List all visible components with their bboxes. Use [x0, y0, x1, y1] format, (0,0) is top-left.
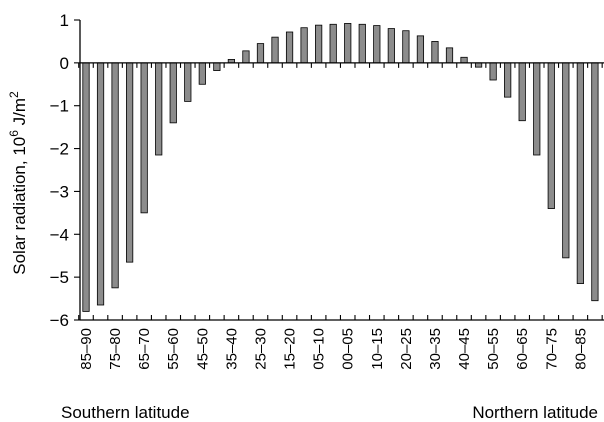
x-category-label: 30–35 — [427, 328, 444, 370]
bar — [518, 62, 526, 122]
bars-group — [82, 23, 599, 312]
x-category-label: 80–85 — [572, 328, 589, 370]
northern-latitude-label: Northern latitude — [472, 403, 598, 422]
bar — [198, 62, 206, 85]
x-tick-labels-group: 85–90 75–80 65–70 55–60 45–50 35–40 25–30 15–20… — [78, 328, 589, 370]
x-category-label: 10–15 — [369, 328, 386, 370]
x-ticks-group — [78, 62, 603, 320]
bar — [256, 43, 265, 64]
y-axis-title-exponent: 6 — [7, 130, 21, 137]
y-tick-label: −4 — [50, 225, 69, 244]
bar — [242, 50, 250, 64]
x-category-label: 05–10 — [311, 328, 328, 370]
y-tick-label: −6 — [50, 311, 69, 330]
bar — [271, 36, 279, 64]
x-category-label: 15–20 — [282, 328, 299, 370]
x-category-label: 60–65 — [514, 328, 531, 370]
x-category-label: 35–40 — [223, 328, 240, 370]
bar — [373, 25, 381, 64]
southern-latitude-label: Southern latitude — [61, 403, 190, 422]
y-ticks-group: 1 0 −1 −2 −3 −4 −5 −6 — [50, 11, 80, 330]
x-category-label: 55–60 — [165, 328, 182, 370]
bar — [111, 62, 119, 289]
x-category-label: 20–25 — [398, 328, 415, 370]
bar — [460, 56, 468, 64]
bar — [358, 23, 366, 64]
y-tick-label: 1 — [60, 11, 69, 30]
bar — [126, 62, 134, 263]
y-axis-title-main: Solar radiation, 10 — [10, 137, 29, 275]
y-axis-title-unit: J/m — [10, 98, 29, 130]
bar — [344, 23, 352, 64]
y-tick-label: −5 — [50, 268, 69, 287]
bar — [402, 30, 410, 64]
y-tick-label: −3 — [50, 182, 69, 201]
bar — [155, 62, 163, 156]
x-category-label: 70–75 — [543, 328, 560, 370]
x-category-label: 00–05 — [340, 328, 357, 370]
bar — [184, 62, 192, 102]
bar — [533, 62, 541, 156]
y-axis-title-unit-exponent: 2 — [7, 91, 21, 98]
bar — [329, 23, 337, 64]
x-category-label: 75–80 — [107, 328, 124, 370]
y-axis-title: Solar radiation, 106 J/m2 — [7, 91, 29, 275]
x-category-label: 50–55 — [485, 328, 502, 370]
bar — [82, 62, 90, 312]
x-category-label: 25–30 — [252, 328, 269, 370]
y-tick-label: 0 — [60, 54, 69, 73]
bar — [562, 62, 570, 259]
x-category-label: 45–50 — [194, 328, 211, 370]
bar — [285, 31, 294, 64]
bar — [591, 62, 599, 302]
bar — [140, 62, 148, 214]
bar — [213, 62, 221, 71]
bar — [576, 62, 584, 284]
x-category-label: 65–70 — [136, 328, 153, 370]
bar — [416, 35, 425, 64]
y-tick-label: −1 — [50, 97, 69, 116]
bar — [489, 62, 497, 81]
bar — [547, 62, 555, 209]
y-tick-label: −2 — [50, 140, 69, 159]
bar — [504, 62, 512, 98]
bar — [96, 62, 105, 306]
bar — [169, 62, 177, 124]
bar — [315, 24, 323, 64]
bar — [300, 27, 308, 64]
bar — [445, 47, 454, 64]
bar — [387, 28, 395, 64]
bar — [431, 41, 439, 64]
x-category-label: 85–90 — [78, 328, 95, 370]
x-category-label: 40–45 — [456, 328, 473, 370]
